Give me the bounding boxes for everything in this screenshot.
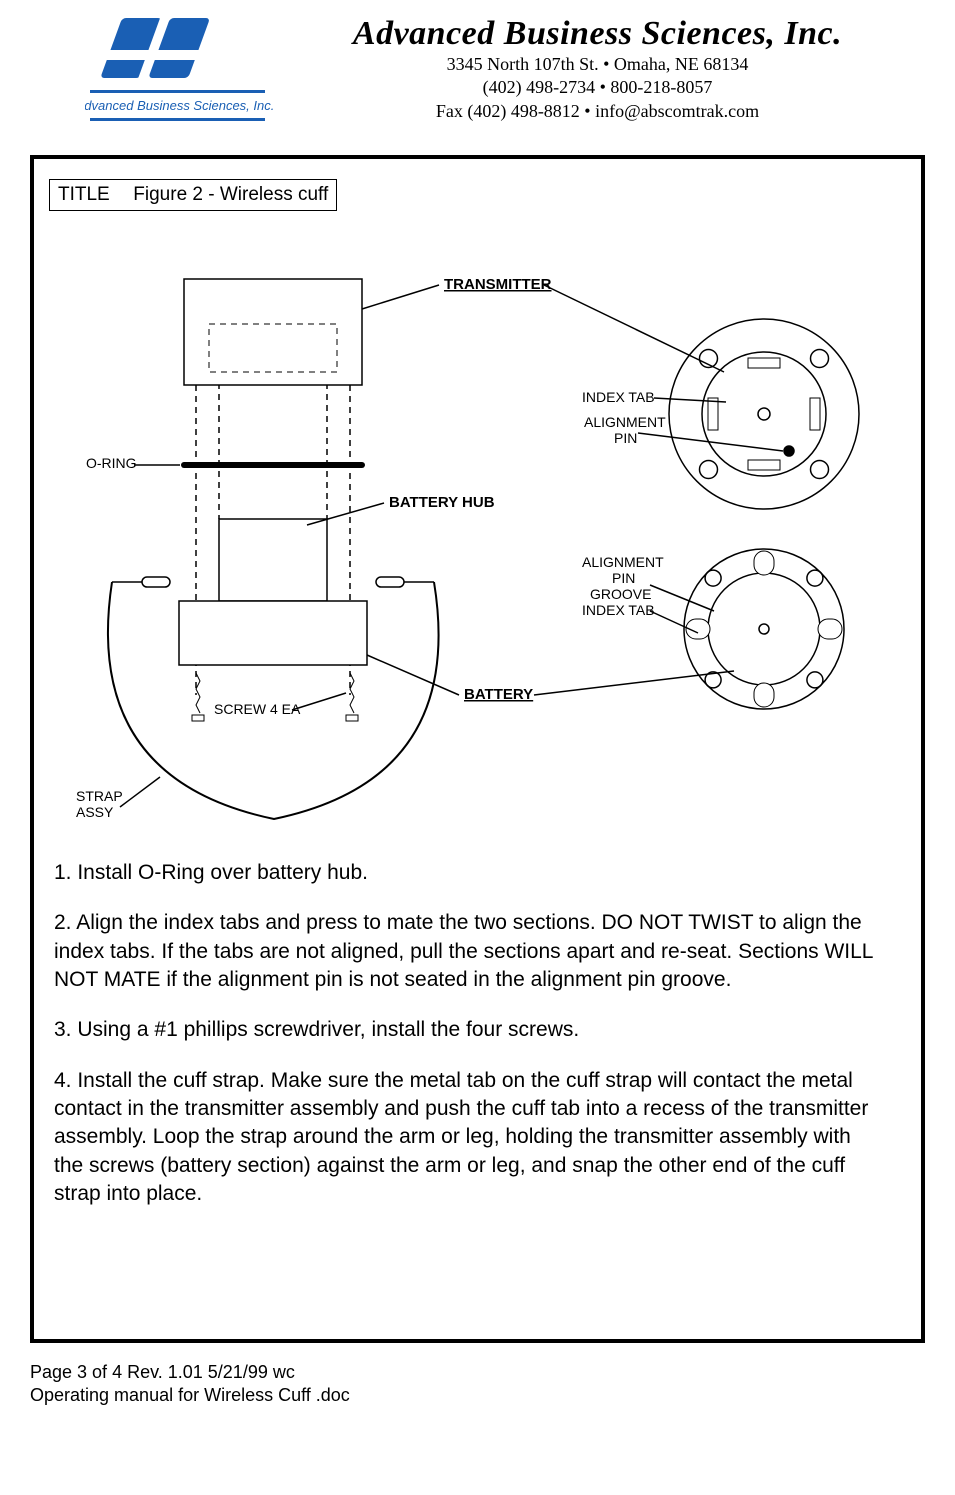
title-label: TITLE: [58, 184, 128, 206]
svg-text:BATTERY: BATTERY: [464, 686, 533, 703]
svg-text:GROOVE: GROOVE: [590, 586, 651, 602]
company-addr3: Fax (402) 498-8812 • info@abscomtrak.com: [280, 100, 915, 123]
svg-text:INDEX TAB: INDEX TAB: [582, 602, 655, 618]
company-block: Advanced Business Sciences, Inc. 3345 No…: [280, 10, 915, 123]
svg-text:ALIGNMENT: ALIGNMENT: [582, 554, 664, 570]
instruction-1: 1. Install O-Ring over battery hub.: [54, 859, 881, 887]
header: Advanced Business Sciences, Inc. Advance…: [0, 0, 955, 135]
instruction-4: 4. Install the cuff strap. Make sure the…: [54, 1067, 881, 1209]
svg-text:PIN: PIN: [612, 570, 635, 586]
company-addr2: (402) 498-2734 • 800-218-8057: [280, 76, 915, 99]
instructions: 1. Install O-Ring over battery hub. 2. A…: [54, 859, 881, 1230]
footer-line1: Page 3 of 4 Rev. 1.01 5/21/99 wc: [30, 1361, 955, 1384]
footer: Page 3 of 4 Rev. 1.01 5/21/99 wc Operati…: [0, 1353, 955, 1408]
svg-text:ASSY: ASSY: [76, 804, 114, 820]
company-addr1: 3345 North 107th St. • Omaha, NE 68134: [280, 53, 915, 76]
footer-line2: Operating manual for Wireless Cuff .doc: [30, 1384, 955, 1407]
svg-text:ALIGNMENT: ALIGNMENT: [584, 414, 666, 430]
svg-text:TRANSMITTER: TRANSMITTER: [444, 276, 552, 293]
svg-text:BATTERY HUB: BATTERY HUB: [389, 494, 495, 511]
title-text: Figure 2 - Wireless cuff: [133, 184, 328, 205]
svg-text:SCREW 4 EA: SCREW 4 EA: [214, 701, 301, 717]
svg-text:O-RING: O-RING: [86, 455, 137, 471]
instruction-2: 2. Align the index tabs and press to mat…: [54, 909, 881, 994]
svg-text:STRAP: STRAP: [76, 788, 123, 804]
title-box: TITLE Figure 2 - Wireless cuff: [49, 179, 337, 211]
instruction-3: 3. Using a #1 phillips screwdriver, inst…: [54, 1016, 881, 1044]
svg-text:PIN: PIN: [614, 430, 637, 446]
svg-text:INDEX TAB: INDEX TAB: [582, 389, 655, 405]
page: Advanced Business Sciences, Inc. Advance…: [0, 0, 955, 1408]
content-frame: TITLE Figure 2 - Wireless cuff TRANSMITT…: [30, 155, 925, 1343]
diagram: TRANSMITTERINDEX TABALIGNMENTPINO-RINGBA…: [34, 219, 921, 859]
logo: Advanced Business Sciences, Inc.: [80, 10, 280, 135]
company-name: Advanced Business Sciences, Inc.: [280, 15, 915, 53]
logo-text: Advanced Business Sciences, Inc.: [85, 98, 274, 113]
